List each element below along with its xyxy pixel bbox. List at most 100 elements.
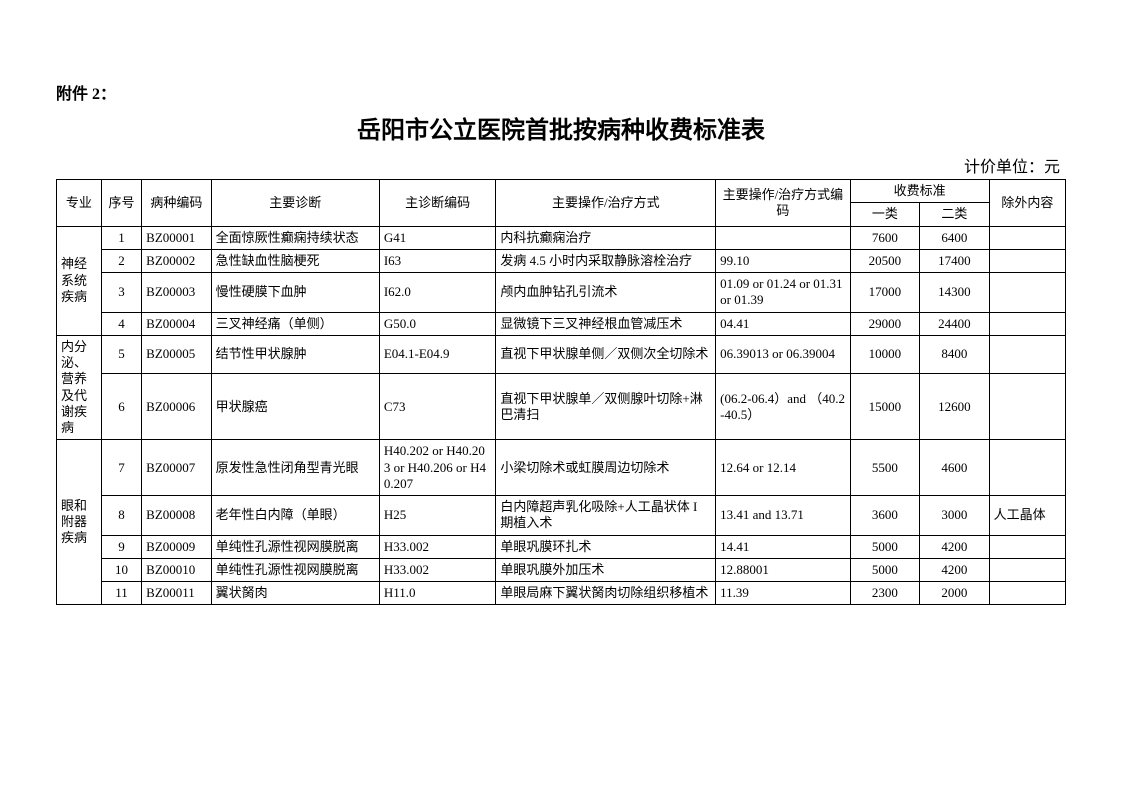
diagnosis-cell: 单纯性孔源性视网膜脱离 bbox=[211, 535, 379, 558]
fee-tier2-cell: 8400 bbox=[920, 335, 990, 374]
specialty-cell: 内分泌、营养及代谢疾病 bbox=[57, 335, 102, 440]
exclusion-cell bbox=[989, 535, 1065, 558]
diagnosis-cell: 翼状胬肉 bbox=[211, 582, 379, 605]
col-main-diagnosis: 主要诊断 bbox=[211, 180, 379, 227]
fee-tier1-cell: 5000 bbox=[850, 535, 920, 558]
diagnosis-cell: 甲状腺癌 bbox=[211, 374, 379, 440]
disease-code-cell: BZ00002 bbox=[142, 249, 212, 272]
diagnosis-cell: 全面惊厥性癫痫持续状态 bbox=[211, 226, 379, 249]
exclusion-cell bbox=[989, 312, 1065, 335]
index-cell: 1 bbox=[101, 226, 141, 249]
table-row: 8BZ00008老年性白内障（单眼）H25白内障超声乳化吸除+人工晶状体 I 期… bbox=[57, 496, 1066, 536]
diag-code-cell: I63 bbox=[379, 249, 496, 272]
diag-code-cell: I62.0 bbox=[379, 273, 496, 313]
table-row: 6BZ00006甲状腺癌C73直视下甲状腺单／双侧腺叶切除+淋巴清扫(06.2-… bbox=[57, 374, 1066, 440]
operation-code-cell: 13.41 and 13.71 bbox=[716, 496, 851, 536]
exclusion-cell bbox=[989, 335, 1065, 374]
table-row: 11BZ00011翼状胬肉H11.0单眼局麻下翼状胬肉切除组织移植术11.392… bbox=[57, 582, 1066, 605]
exclusion-cell bbox=[989, 249, 1065, 272]
fee-tier2-cell: 4600 bbox=[920, 440, 990, 496]
fee-tier2-cell: 24400 bbox=[920, 312, 990, 335]
index-cell: 3 bbox=[101, 273, 141, 313]
fee-tier2-cell: 6400 bbox=[920, 226, 990, 249]
operation-code-cell: 99.10 bbox=[716, 249, 851, 272]
exclusion-cell bbox=[989, 582, 1065, 605]
fee-tier1-cell: 15000 bbox=[850, 374, 920, 440]
fee-tier1-cell: 5000 bbox=[850, 558, 920, 581]
diag-code-cell: H33.002 bbox=[379, 558, 496, 581]
fee-tier2-cell: 12600 bbox=[920, 374, 990, 440]
fee-tier1-cell: 10000 bbox=[850, 335, 920, 374]
exclusion-cell: 人工晶体 bbox=[989, 496, 1065, 536]
index-cell: 8 bbox=[101, 496, 141, 536]
diagnosis-cell: 原发性急性闭角型青光眼 bbox=[211, 440, 379, 496]
fee-tier1-cell: 3600 bbox=[850, 496, 920, 536]
operation-code-cell: 11.39 bbox=[716, 582, 851, 605]
fee-tier2-cell: 3000 bbox=[920, 496, 990, 536]
exclusion-cell bbox=[989, 273, 1065, 313]
operation-code-cell: 14.41 bbox=[716, 535, 851, 558]
operation-cell: 单眼巩膜环扎术 bbox=[496, 535, 716, 558]
index-cell: 11 bbox=[101, 582, 141, 605]
index-cell: 9 bbox=[101, 535, 141, 558]
fee-tier1-cell: 20500 bbox=[850, 249, 920, 272]
table-row: 2BZ00002急性缺血性脑梗死I63发病 4.5 小时内采取静脉溶栓治疗99.… bbox=[57, 249, 1066, 272]
diag-code-cell: G50.0 bbox=[379, 312, 496, 335]
fee-tier1-cell: 7600 bbox=[850, 226, 920, 249]
fee-tier1-cell: 2300 bbox=[850, 582, 920, 605]
specialty-cell: 眼和附器疾病 bbox=[57, 440, 102, 605]
index-cell: 5 bbox=[101, 335, 141, 374]
fee-tier2-cell: 2000 bbox=[920, 582, 990, 605]
col-fee: 收费标准 bbox=[850, 180, 989, 203]
col-disease-code: 病种编码 bbox=[142, 180, 212, 227]
fee-tier2-cell: 4200 bbox=[920, 535, 990, 558]
table-row: 4BZ00004三叉神经痛（单侧）G50.0显微镜下三叉神经根血管减压术04.4… bbox=[57, 312, 1066, 335]
diag-code-cell: H11.0 bbox=[379, 582, 496, 605]
table-row: 9BZ00009单纯性孔源性视网膜脱离H33.002单眼巩膜环扎术14.4150… bbox=[57, 535, 1066, 558]
operation-cell: 单眼局麻下翼状胬肉切除组织移植术 bbox=[496, 582, 716, 605]
col-diag-code: 主诊断编码 bbox=[379, 180, 496, 227]
col-operation-code: 主要操作/治疗方式编码 bbox=[716, 180, 851, 227]
col-fee-tier2: 二类 bbox=[920, 203, 990, 226]
diagnosis-cell: 三叉神经痛（单侧） bbox=[211, 312, 379, 335]
diagnosis-cell: 老年性白内障（单眼） bbox=[211, 496, 379, 536]
index-cell: 4 bbox=[101, 312, 141, 335]
disease-code-cell: BZ00006 bbox=[142, 374, 212, 440]
disease-code-cell: BZ00011 bbox=[142, 582, 212, 605]
operation-cell: 发病 4.5 小时内采取静脉溶栓治疗 bbox=[496, 249, 716, 272]
table-row: 10BZ00010单纯性孔源性视网膜脱离H33.002单眼巩膜外加压术12.88… bbox=[57, 558, 1066, 581]
operation-cell: 直视下甲状腺单／双侧腺叶切除+淋巴清扫 bbox=[496, 374, 716, 440]
table-row: 3BZ00003慢性硬膜下血肿I62.0颅内血肿钻孔引流术01.09 or 01… bbox=[57, 273, 1066, 313]
exclusion-cell bbox=[989, 440, 1065, 496]
exclusion-cell bbox=[989, 226, 1065, 249]
operation-code-cell bbox=[716, 226, 851, 249]
table-row: 内分泌、营养及代谢疾病5BZ00005结节性甲状腺肿E04.1-E04.9直视下… bbox=[57, 335, 1066, 374]
disease-code-cell: BZ00009 bbox=[142, 535, 212, 558]
exclusion-cell bbox=[989, 558, 1065, 581]
table-row: 眼和附器疾病7BZ00007原发性急性闭角型青光眼H40.202 or H40.… bbox=[57, 440, 1066, 496]
diagnosis-cell: 慢性硬膜下血肿 bbox=[211, 273, 379, 313]
table-header: 专业 序号 病种编码 主要诊断 主诊断编码 主要操作/治疗方式 主要操作/治疗方… bbox=[57, 180, 1066, 227]
operation-cell: 直视下甲状腺单侧／双侧次全切除术 bbox=[496, 335, 716, 374]
diag-code-cell: C73 bbox=[379, 374, 496, 440]
disease-code-cell: BZ00010 bbox=[142, 558, 212, 581]
diag-code-cell: G41 bbox=[379, 226, 496, 249]
operation-cell: 颅内血肿钻孔引流术 bbox=[496, 273, 716, 313]
operation-code-cell: 06.39013 or 06.39004 bbox=[716, 335, 851, 374]
table-body: 神经系统疾病1BZ00001全面惊厥性癫痫持续状态G41内科抗癫痫治疗76006… bbox=[57, 226, 1066, 605]
fee-tier2-cell: 4200 bbox=[920, 558, 990, 581]
diag-code-cell: H25 bbox=[379, 496, 496, 536]
index-cell: 10 bbox=[101, 558, 141, 581]
col-exclusion: 除外内容 bbox=[989, 180, 1065, 227]
table-header-row-1: 专业 序号 病种编码 主要诊断 主诊断编码 主要操作/治疗方式 主要操作/治疗方… bbox=[57, 180, 1066, 203]
fee-tier1-cell: 17000 bbox=[850, 273, 920, 313]
document-page: 附件 2： 岳阳市公立医院首批按病种收费标准表 计价单位：元 专业 序号 病种编… bbox=[0, 0, 1122, 645]
specialty-cell: 神经系统疾病 bbox=[57, 226, 102, 335]
col-specialty: 专业 bbox=[57, 180, 102, 227]
disease-code-cell: BZ00008 bbox=[142, 496, 212, 536]
index-cell: 2 bbox=[101, 249, 141, 272]
document-title: 岳阳市公立医院首批按病种收费标准表 bbox=[56, 110, 1066, 145]
operation-cell: 内科抗癫痫治疗 bbox=[496, 226, 716, 249]
attachment-label: 附件 2： bbox=[56, 80, 1066, 104]
index-cell: 6 bbox=[101, 374, 141, 440]
